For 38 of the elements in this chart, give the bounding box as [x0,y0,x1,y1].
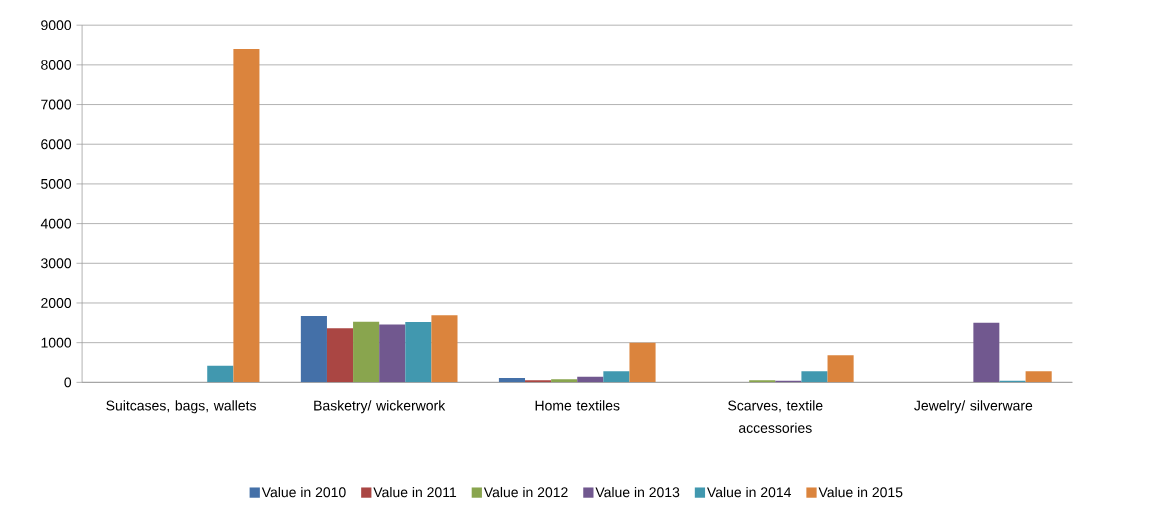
bar [207,365,234,383]
bar [551,378,578,383]
y-tick-label: 8000 [41,59,72,70]
x-tick-label: Jewelry/ silverware [914,400,1033,414]
legend-label: Value in 2010 [261,486,346,498]
x-tick-label: Suitcases, bags, wallets [106,400,256,414]
legend-label: Value in 2015 [818,486,903,498]
bar [1025,371,1052,383]
bar [326,328,354,383]
bar [973,322,1000,383]
y-tick-label: 4000 [40,218,72,229]
legend-label: Value in 2014 [706,486,792,498]
bar [801,371,828,383]
bar [300,315,327,383]
bar [577,376,604,383]
bar [603,371,630,383]
y-tick-label: 3000 [41,258,72,269]
bar [405,321,432,383]
bar [629,342,656,383]
bar [379,324,406,383]
y-tick-label: 6000 [41,139,72,149]
legend-label: Value in 2012 [483,486,568,498]
y-tick-label: 9000 [41,20,72,30]
x-tick-label: Scarves, textile accessories [728,400,823,433]
x-tick-label: Basketry/ wickerwork [314,400,446,414]
y-tick-label: 0 [64,377,72,388]
y-tick-label: 1000 [41,337,72,348]
bar [827,355,854,383]
legend-label: Value in 2011 [373,486,457,498]
y-tick-label: 5000 [41,178,72,189]
y-tick-label: 7000 [41,99,72,110]
x-tick-label: Home textiles [535,400,620,411]
bar [233,48,260,383]
bar [353,321,380,383]
bar [431,315,458,383]
legend-label: Value in 2013 [595,486,680,498]
y-tick-label: 2000 [41,297,72,308]
bar [498,377,526,383]
